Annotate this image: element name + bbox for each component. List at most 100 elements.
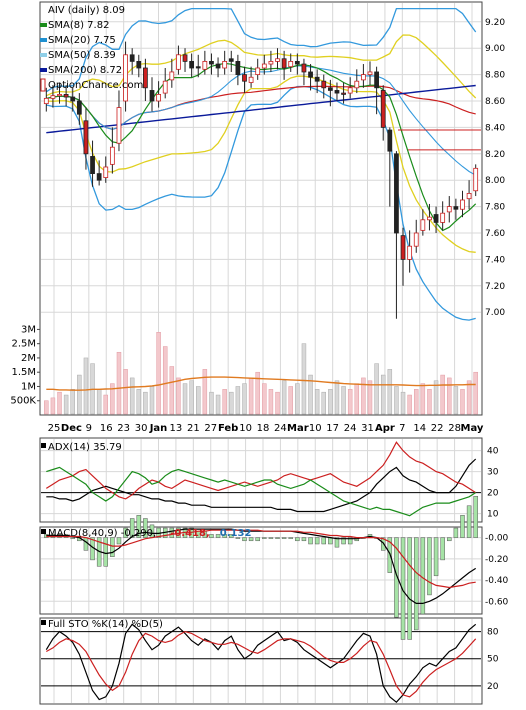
price-y-tick: 8.60 (485, 97, 505, 107)
candle-body (123, 54, 128, 102)
macd-histogram-bar (308, 537, 313, 545)
macd-histogram-bar (209, 534, 214, 538)
macd-histogram-bar (275, 537, 280, 539)
candle-body (294, 61, 300, 65)
volume-bar (209, 391, 214, 415)
volume-bar (169, 366, 175, 415)
macd-histogram-bar (169, 527, 175, 538)
x-tick-label: 16 (100, 423, 113, 434)
candle-body (169, 71, 175, 81)
macd-histogram-bar (341, 537, 346, 545)
candle-body (453, 206, 459, 210)
candle-body (268, 61, 274, 65)
volume-bar (57, 391, 62, 415)
candle-body (63, 94, 69, 98)
volume-bar (50, 397, 56, 415)
volume-bar (143, 391, 148, 415)
volume-bar (420, 383, 426, 415)
candle-body (90, 156, 95, 175)
adx-y-tick: 30 (487, 468, 499, 478)
sto-y-tick: 20 (487, 682, 499, 692)
price-y-tick: 7.80 (485, 203, 505, 213)
candle-body (466, 192, 472, 200)
x-tick-label: 17 (326, 423, 339, 434)
volume-bar (407, 394, 412, 415)
candle-body (156, 94, 161, 102)
price-y-tick: 9.00 (485, 44, 505, 54)
macd-histogram-bar (222, 534, 227, 538)
legend-source: OptionChance.com (48, 80, 143, 91)
candle-body (248, 76, 254, 83)
macd-histogram-bar (116, 537, 122, 545)
candle-body (209, 61, 214, 65)
volume-bar (202, 369, 208, 415)
volume-bar (427, 389, 432, 415)
candle-body (43, 97, 49, 105)
volume-bar (255, 371, 260, 415)
candle-body (136, 61, 142, 69)
candle-body (83, 120, 89, 155)
candle-body (261, 63, 267, 69)
macd-legend-label: MACD(8,40,9) -0.290, (48, 528, 156, 539)
macd-histogram-bar (281, 537, 287, 539)
macd-histogram-bar (242, 537, 247, 542)
volume-bar (447, 377, 452, 415)
macd-histogram-bar (414, 537, 419, 631)
legend-swatch (41, 443, 46, 448)
legend-swatch (40, 53, 47, 57)
candle-body (420, 219, 426, 231)
macd-legend-hist: 0.132 (220, 528, 252, 539)
adx-series-line (46, 466, 477, 517)
panel-frame-adx (39, 437, 483, 523)
candle-body (189, 61, 195, 69)
volume-bar (466, 380, 472, 415)
candle-body (288, 61, 294, 68)
macd-histogram-bar (295, 537, 300, 542)
candle-body (149, 90, 155, 102)
candle-body (347, 87, 353, 94)
macd-histogram-bar (460, 515, 465, 538)
x-tick-label: 10 (309, 423, 322, 434)
x-tick-label: 28 (448, 423, 461, 434)
price-y-tick: 7.60 (485, 229, 505, 239)
x-tick-label: 21 (187, 423, 200, 434)
volume-bar (328, 389, 333, 415)
volume-y-tick: 1.5M (11, 367, 36, 378)
adx-series-line (45, 441, 477, 500)
macd-histogram-bar (110, 537, 115, 557)
volume-bar (473, 371, 478, 415)
volume-bar (215, 394, 221, 415)
x-tick-label: Apr (375, 423, 395, 434)
band-lower (46, 75, 476, 253)
volume-bar (162, 346, 168, 415)
volume-bar (149, 386, 155, 415)
macd-histogram-bar (103, 537, 108, 567)
legend-swatch (40, 38, 47, 42)
volume-y-tick: 1M (21, 381, 36, 392)
candle-body (321, 80, 327, 89)
candle-body (308, 71, 313, 78)
volume-bar (334, 380, 340, 415)
volume-bar (308, 374, 313, 415)
candle-body (367, 71, 373, 75)
candle-body (281, 58, 287, 69)
price-y-tick: 8.20 (485, 150, 505, 160)
volume-bar (295, 383, 300, 415)
candle-body (460, 199, 465, 210)
macd-histogram-bar (334, 537, 340, 548)
volume-bar (440, 374, 445, 415)
band-upper (46, 34, 477, 99)
sto-y-tick: 80 (487, 628, 499, 638)
volume-bar (354, 383, 360, 415)
volume-bar (361, 377, 366, 415)
candle-body (222, 61, 228, 69)
adx-y-tick: 10 (487, 510, 499, 520)
adx-y-tick: 40 (487, 447, 499, 457)
volume-bar (275, 391, 280, 415)
candle-body (327, 87, 333, 91)
legend-sma8: SMA(8) 7.82 (48, 20, 109, 31)
volume-bar (83, 357, 89, 415)
candle-body (255, 67, 261, 75)
adx-legend: ADX(14) 35.79 (48, 442, 122, 453)
